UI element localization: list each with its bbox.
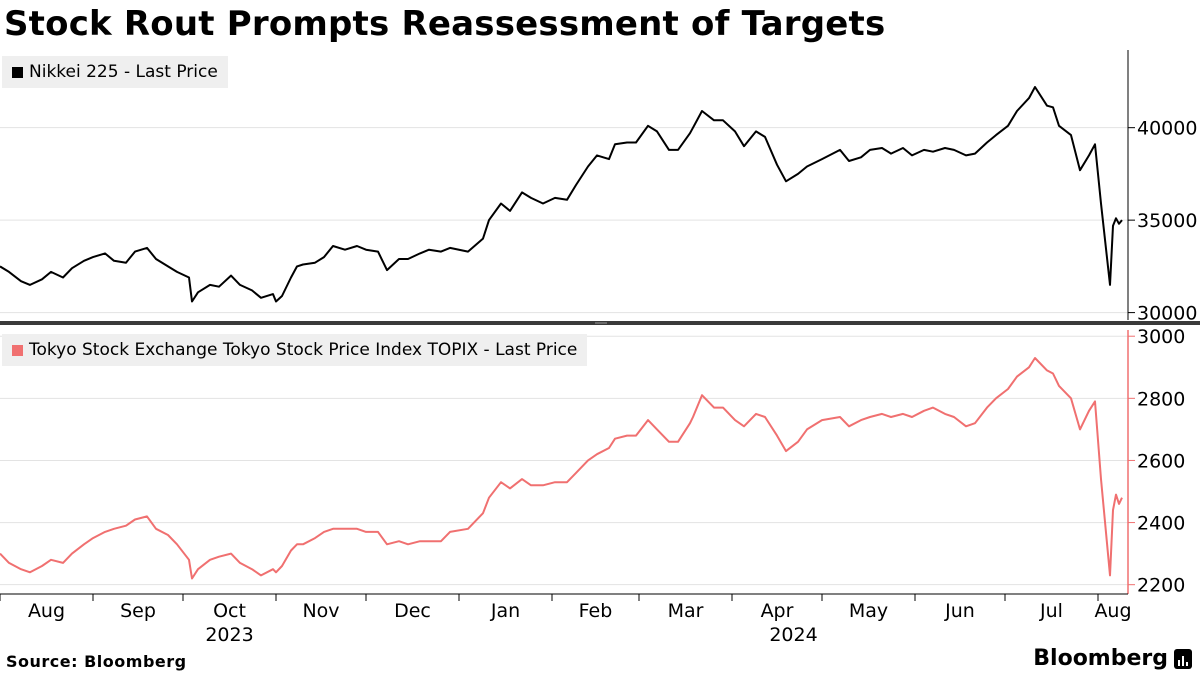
bloomberg-logo: Bloomberg [1033, 646, 1192, 671]
x-month-label: Aug [28, 600, 65, 622]
y-tick-label: 40000 [1137, 118, 1197, 140]
y-tick-label: 2600 [1137, 450, 1185, 472]
x-month-label: Apr [761, 600, 794, 622]
x-month-label: Dec [394, 600, 431, 622]
nikkei-swatch [12, 66, 23, 78]
nikkei-y-ticks: 30000 35000 40000 [1128, 118, 1197, 325]
x-year-label: 2024 [769, 624, 817, 646]
x-month-label: Jul [1039, 600, 1063, 622]
grid-top [0, 127, 1128, 314]
x-month-label: Aug [1094, 600, 1131, 622]
topix-y-ticks: 2200 2400 2600 2800 3000 [1128, 326, 1185, 597]
y-tick-label: 35000 [1137, 210, 1197, 232]
x-month-label: Nov [302, 600, 339, 622]
y-tick-label: 2800 [1137, 388, 1185, 410]
x-month-label: Jun [944, 600, 975, 622]
x-month-label: Oct [213, 600, 246, 622]
chart-title: Stock Rout Prompts Reassessment of Targe… [4, 4, 886, 44]
topix-legend-label: Tokyo Stock Exchange Tokyo Stock Price I… [29, 340, 578, 360]
x-month-label: Jan [490, 600, 520, 622]
nikkei-line [0, 86, 1123, 303]
brand-text: Bloomberg [1033, 646, 1168, 671]
x-month-label: Sep [120, 600, 156, 622]
x-year-label: 2023 [205, 624, 253, 646]
nikkei-legend-label: Nikkei 225 - Last Price [29, 62, 218, 82]
nikkei-legend: Nikkei 225 - Last Price [2, 56, 228, 88]
topix-legend: Tokyo Stock Exchange Tokyo Stock Price I… [2, 334, 588, 366]
y-tick-label: 3000 [1137, 326, 1185, 348]
bloomberg-terminal-icon [1174, 648, 1192, 669]
y-tick-label: 2200 [1137, 575, 1185, 597]
x-month-label: May [849, 600, 888, 622]
x-ticks: Aug Sep Oct Nov Dec Jan Feb Mar Apr May Jun Jul Aug 2… [0, 594, 1132, 646]
source-note: Source: Bloomberg [6, 652, 187, 671]
grid-bot [0, 335, 1128, 586]
x-month-label: Mar [668, 600, 704, 622]
topix-swatch [12, 344, 23, 356]
x-month-label: Feb [579, 600, 613, 622]
y-tick-label: 30000 [1137, 303, 1197, 325]
topix-line [0, 357, 1123, 580]
y-tick-label: 2400 [1137, 513, 1185, 535]
